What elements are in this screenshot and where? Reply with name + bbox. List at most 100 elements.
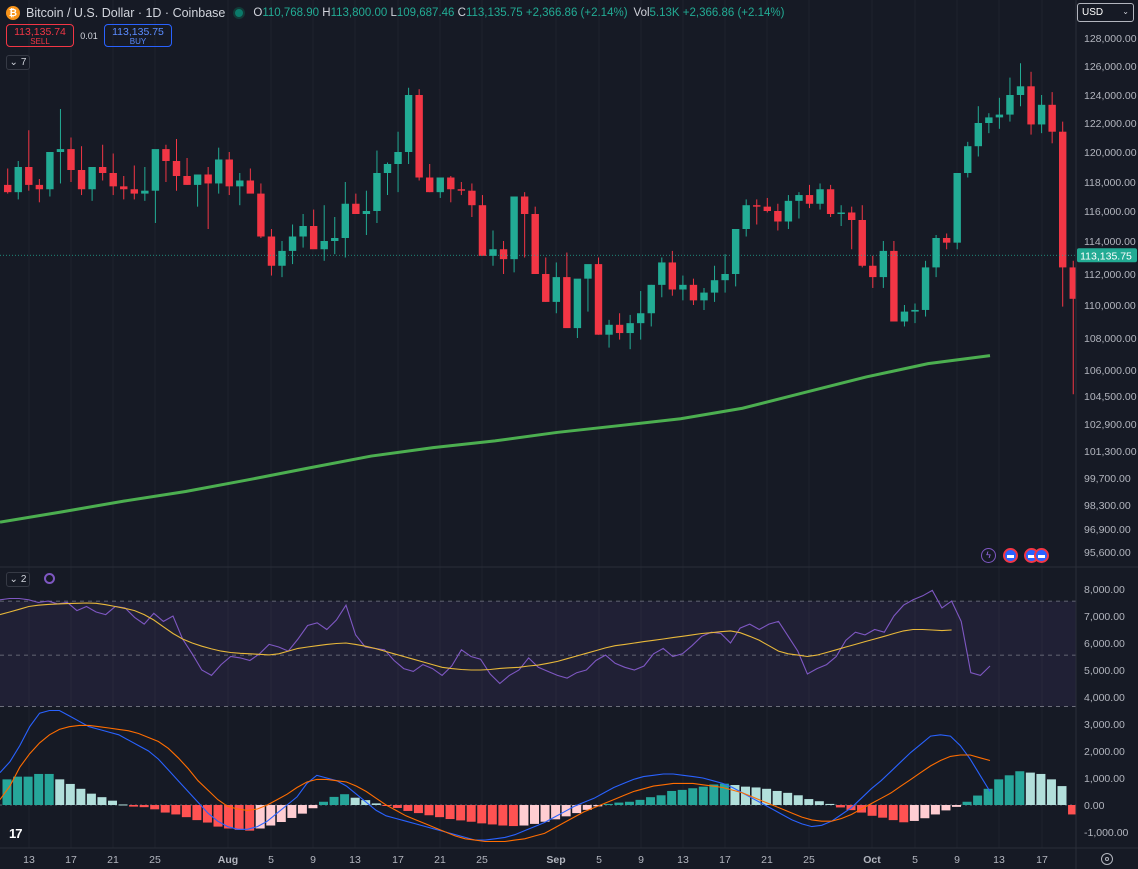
candle-body [626, 323, 634, 334]
candle-body [1069, 267, 1077, 299]
candle-body [584, 264, 592, 279]
us-flag-event-icon[interactable] [1034, 548, 1049, 563]
macd-histogram-bar [973, 795, 983, 805]
candle-body [721, 274, 729, 281]
rsi-tick-label: 5,000.00 [1084, 665, 1125, 677]
chevron-down-icon: ⌄ [9, 57, 18, 68]
time-tick-label: 17 [1036, 854, 1048, 866]
candle-body [98, 167, 107, 173]
price-axis-bg [1076, 0, 1138, 869]
macd-line [0, 709, 991, 841]
symbol-title[interactable]: Bitcoin / U.S. Dollar · 1D · Coinbase [26, 6, 226, 20]
macd-histogram-bar [361, 800, 371, 805]
us-flag-event-icon[interactable] [1003, 548, 1018, 563]
macd-histogram-bar [477, 805, 487, 824]
macd-histogram-bar [65, 783, 75, 805]
macd-histogram-bar [519, 805, 529, 826]
candle-body [309, 226, 318, 250]
candle-body [246, 180, 255, 194]
macd-histogram-bar [108, 800, 117, 805]
macd-histogram-bar [941, 805, 951, 811]
macd-histogram-bar [825, 803, 835, 805]
time-tick-label: 25 [803, 854, 815, 866]
candle-body [1059, 131, 1067, 268]
macd-histogram-bar [76, 788, 86, 805]
candle-body [563, 277, 571, 329]
price-tick-label: 126,000.00 [1084, 61, 1137, 73]
macd-histogram-bar [340, 794, 350, 805]
lower-indicators-collapse-button[interactable]: ⌄ 2 [6, 572, 30, 587]
lightning-event-icon[interactable]: ϟ [981, 548, 996, 563]
macd-histogram-bar [424, 805, 434, 816]
rsi-line [0, 589, 991, 685]
settings-icon[interactable] [1101, 853, 1113, 865]
price-tick-label: 99,700.00 [1084, 473, 1131, 485]
macd-histogram-bar [192, 805, 202, 821]
indicator-sync-icon[interactable] [44, 573, 55, 584]
moving-average-line [0, 354, 991, 524]
candle-body [974, 123, 982, 147]
macd-histogram-bar [224, 805, 234, 829]
candle-body [25, 167, 33, 185]
macd-histogram-bar [814, 801, 824, 805]
indicators-collapse-button[interactable]: ⌄ 7 [6, 55, 30, 70]
macd-histogram-bar [793, 795, 803, 805]
candlesticks[interactable] [4, 63, 1088, 395]
candle-body [404, 95, 413, 152]
candle-body [995, 114, 1004, 118]
candle-body [468, 190, 476, 206]
currency-select[interactable]: USD ⌄ [1077, 3, 1134, 22]
candle-body [204, 174, 212, 184]
candle-body [573, 278, 582, 329]
price-tick-label: 110,000.00 [1084, 300, 1136, 312]
macd-histogram-bar [234, 805, 244, 830]
macd-histogram-bar [646, 797, 656, 805]
sell-button[interactable]: 113,135.74 SELL [6, 24, 74, 47]
candle-body [753, 205, 761, 207]
macd-histogram-bar [44, 773, 54, 805]
candle-body [1027, 86, 1035, 125]
market-status-icon[interactable] [233, 7, 246, 19]
macd-histogram-bar [899, 805, 909, 823]
macd-histogram-bar [994, 779, 1004, 805]
price-tick-label: 108,000.00 [1084, 333, 1137, 345]
macd-histogram-bar [635, 799, 645, 805]
candle-body [520, 196, 529, 214]
moving-average-layer [0, 354, 991, 524]
macd-histogram-bar [983, 788, 993, 805]
candle-body [816, 189, 824, 204]
candle-body [331, 238, 339, 241]
macd-histogram-bar [867, 805, 877, 816]
candle-body [257, 193, 265, 237]
macd-histogram-bar [1015, 771, 1025, 805]
candle-body [858, 220, 866, 266]
candle-body [668, 262, 677, 290]
tradingview-logo-icon[interactable]: 17 [9, 826, 23, 841]
macd-histogram-bar [498, 805, 508, 826]
candle-body [742, 205, 750, 229]
macd-histogram-bar [551, 805, 561, 820]
chart-grid [28, 0, 1043, 848]
macd-histogram-bar [572, 805, 582, 814]
candle-body [46, 152, 54, 190]
candle-body [837, 212, 845, 214]
candle-body [236, 180, 244, 187]
macd-histogram-bar [139, 805, 149, 808]
price-tick-label: 116,000.00 [1084, 206, 1136, 218]
candle-body [67, 149, 75, 170]
macd-histogram-bar [962, 801, 972, 805]
candle-body [56, 149, 65, 152]
candle-body [35, 184, 44, 190]
buy-button[interactable]: 113,135.75 BUY [104, 24, 172, 47]
macd-histogram-bar [835, 805, 845, 808]
candle-body [457, 189, 466, 191]
candle-body [120, 186, 128, 190]
candle-body [700, 292, 708, 301]
time-tick-label: 9 [954, 854, 960, 866]
candle-body [763, 206, 771, 211]
candle-body [183, 176, 191, 185]
macd-histogram-bar [1036, 773, 1046, 805]
macd-histogram-bar [329, 796, 339, 805]
ohlc-readout: O110,768.90 H113,800.00 L109,687.46 C113… [253, 7, 628, 19]
